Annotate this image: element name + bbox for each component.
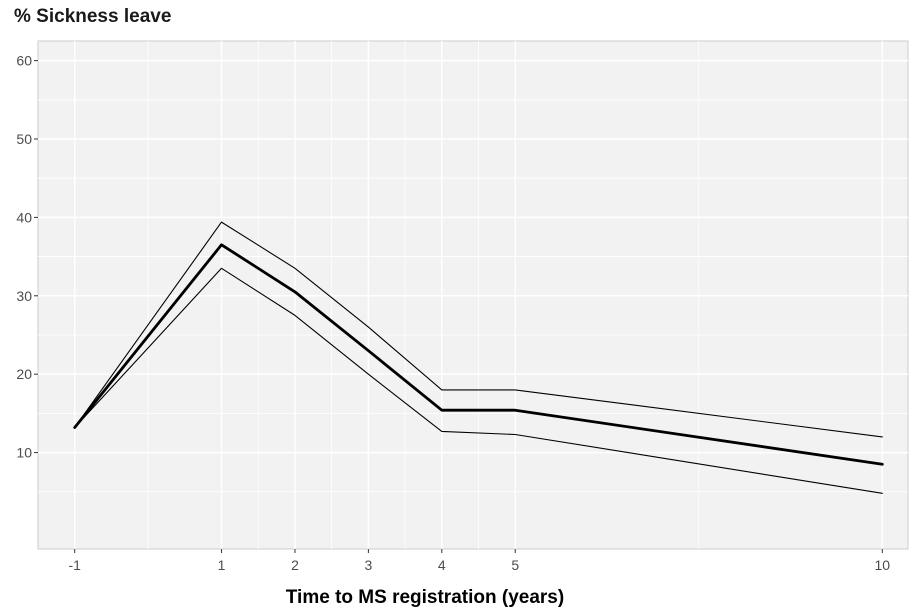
series-line-estimate (73, 243, 884, 466)
y-tick-label: 60 (16, 53, 32, 69)
x-tick-label: 2 (291, 557, 299, 573)
x-tick-label: -1 (68, 557, 81, 573)
series-line-lower (74, 267, 883, 494)
y-tick-label: 10 (16, 445, 32, 461)
x-tick-label: 10 (875, 557, 891, 573)
x-tick-label: 5 (511, 557, 519, 573)
plot-panel (37, 40, 909, 550)
y-tick-label: 50 (16, 131, 32, 147)
major-gridlines (38, 41, 908, 549)
x-axis-title: Time to MS registration (years) (286, 587, 564, 608)
y-tick-label: 30 (16, 288, 32, 304)
series-line-upper (74, 221, 883, 438)
x-tick-label: 4 (438, 557, 446, 573)
x-tick-label: 3 (364, 557, 372, 573)
y-tick-label: 20 (16, 366, 32, 382)
series-layer (73, 221, 884, 494)
y-tick-label: 40 (16, 209, 32, 225)
y-axis: 10 20 30 40 50 60 (16, 53, 38, 461)
chart-title: % Sickness leave (14, 6, 172, 27)
x-axis: -1 1 2 3 4 5 10 (68, 549, 890, 573)
x-tick-label: 1 (218, 557, 226, 573)
